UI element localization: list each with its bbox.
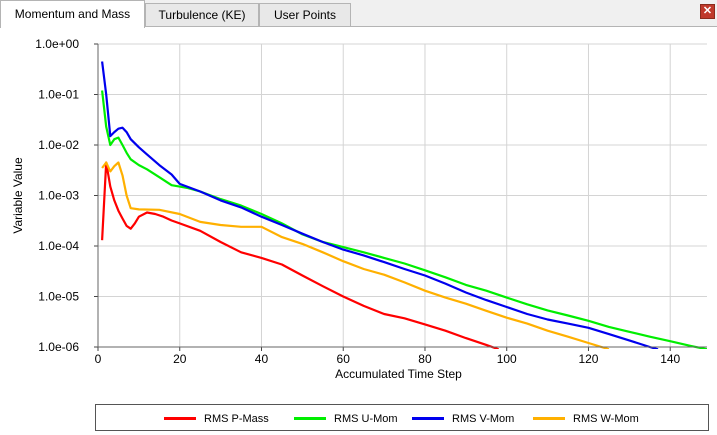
legend-swatch — [164, 416, 196, 420]
y-tick-label: 1.0e+00 — [35, 37, 79, 51]
tab-user-points[interactable]: User Points — [259, 3, 351, 26]
tab-label: Momentum and Mass — [14, 7, 131, 21]
legend-label: RMS W-Mom — [573, 413, 639, 425]
y-tick-label: 1.0e-05 — [38, 290, 79, 304]
x-tick-label: 140 — [660, 352, 680, 366]
x-tick-label: 80 — [418, 352, 432, 366]
tab-divider — [0, 26, 717, 27]
tab-label: Turbulence (KE) — [158, 8, 246, 22]
series-line-4 — [101, 161, 610, 349]
legend-label: RMS P-Mass — [204, 413, 269, 425]
x-tick-label: 120 — [578, 352, 598, 366]
x-tick-label: 60 — [337, 352, 351, 366]
tab-bar: Momentum and Mass Turbulence (KE) User P… — [0, 0, 717, 28]
y-tick-label: 1.0e-02 — [38, 138, 79, 152]
legend-label: RMS V-Mom — [452, 413, 515, 425]
chart-legend: RMS P-Mass RMS U-Mom RMS V-Mom RMS W-Mom — [95, 404, 709, 431]
legend-item-u-mom: RMS U-Mom — [294, 412, 398, 426]
legend-swatch — [412, 416, 444, 420]
legend-item-p-mass: RMS P-Mass — [164, 412, 269, 426]
legend-label: RMS U-Mom — [334, 413, 398, 425]
x-tick-label: 100 — [497, 352, 517, 366]
legend-swatch — [533, 416, 565, 420]
y-tick-label: 1.0e-04 — [38, 239, 79, 253]
tab-turbulence-ke[interactable]: Turbulence (KE) — [145, 3, 259, 26]
x-tick-label: 40 — [255, 352, 269, 366]
tab-momentum-and-mass[interactable]: Momentum and Mass — [0, 0, 145, 28]
y-tick-label: 1.0e-01 — [38, 88, 79, 102]
series-line-1 — [101, 161, 499, 349]
close-icon[interactable]: ✕ — [700, 4, 715, 19]
series-line-3 — [101, 61, 659, 349]
legend-item-w-mom: RMS W-Mom — [533, 412, 639, 426]
legend-item-v-mom: RMS V-Mom — [412, 412, 514, 426]
legend-swatch — [294, 416, 326, 420]
y-tick-label: 1.0e-03 — [38, 189, 79, 203]
x-tick-label: 20 — [173, 352, 187, 366]
y-axis-title: Variable Value — [11, 157, 25, 234]
monitor-chart: 0 20 40 60 80 100 120 140 1.0e+00 1.0e-01 1.0e-02 1… — [11, 37, 707, 381]
x-axis-title: Accumulated Time Step — [335, 367, 462, 381]
y-tick-label: 1.0e-06 — [38, 340, 79, 354]
tab-label: User Points — [273, 8, 337, 22]
x-tick-label: 0 — [95, 352, 102, 366]
